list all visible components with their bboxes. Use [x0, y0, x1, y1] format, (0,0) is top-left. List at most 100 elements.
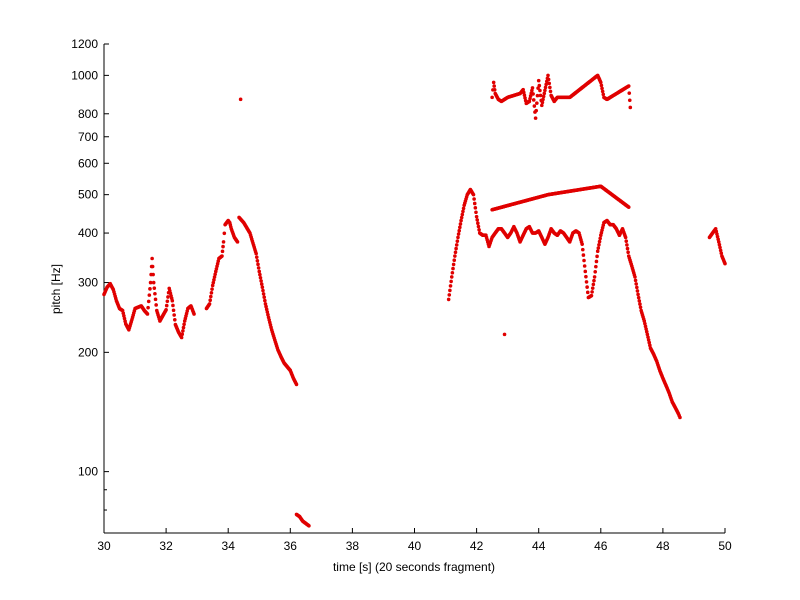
pitch-point	[530, 86, 535, 90]
pitch-point	[475, 218, 480, 222]
pitch-points	[102, 73, 727, 528]
pitch-point	[625, 246, 630, 251]
pitch-point	[446, 297, 451, 302]
pitch-point	[458, 225, 462, 230]
pitch-point	[643, 321, 647, 326]
pitch-point	[254, 251, 258, 256]
pitch-point	[459, 215, 464, 220]
pitch-point	[294, 382, 299, 387]
pitch-point	[146, 305, 150, 310]
y-tick-label: 300	[78, 276, 98, 290]
pitch-point	[540, 100, 545, 105]
pitch-point	[597, 239, 602, 244]
pitch-point	[528, 94, 533, 98]
pitch-point	[583, 269, 588, 274]
pitch-point	[164, 303, 169, 308]
pitch-point	[538, 88, 542, 93]
pitch-point	[598, 236, 602, 241]
pitch-point	[528, 96, 532, 101]
pitch-point	[584, 274, 588, 279]
pitch-point	[180, 332, 185, 336]
pitch-point	[637, 299, 642, 303]
pitch-point	[474, 210, 478, 215]
pitch-point	[633, 278, 638, 283]
pitch-point	[460, 212, 465, 217]
pitch-point	[584, 280, 589, 284]
pitch-point	[719, 251, 724, 256]
pitch-point	[213, 272, 217, 277]
pitch-point	[147, 293, 152, 297]
pitch-point	[172, 313, 176, 317]
pitch-point	[581, 253, 586, 257]
y-tick-label: 1200	[71, 37, 98, 51]
pitch-point	[547, 81, 552, 86]
pitch-point	[454, 246, 458, 251]
pitch-point	[644, 327, 648, 331]
pitch-point	[209, 291, 214, 295]
pitch-point	[148, 280, 153, 285]
pitch-point	[636, 295, 641, 300]
pitch-point	[472, 197, 476, 201]
pitch-point	[590, 290, 594, 294]
x-axis-label: time [s] (20 seconds fragment)	[333, 560, 495, 574]
pitch-point	[634, 282, 638, 286]
pitch-point	[626, 205, 631, 209]
pitch-point	[152, 286, 157, 290]
pitch-point	[145, 312, 150, 316]
pitch-point	[456, 235, 460, 240]
pitch-point	[642, 319, 647, 323]
pitch-point	[530, 88, 534, 93]
pitch-point	[718, 245, 722, 250]
pitch-point	[635, 289, 640, 293]
pitch-point	[472, 201, 477, 206]
pitch-point	[594, 259, 599, 264]
pitch-point	[459, 218, 463, 223]
pitch-point	[585, 285, 589, 289]
pitch-point	[148, 287, 152, 291]
x-axis-ticks: 30 32 34 36 38 40 42 44 46 48 50	[97, 528, 732, 553]
pitch-point	[582, 258, 586, 263]
pitch-point	[164, 308, 168, 312]
pitch-point	[590, 286, 595, 290]
pitch-point	[624, 239, 629, 243]
pitch-point	[492, 84, 496, 88]
pitch-point	[179, 335, 184, 340]
pitch-point	[266, 312, 270, 317]
x-tick-label: 44	[532, 539, 546, 553]
pitch-point	[452, 258, 457, 263]
pitch-point	[599, 83, 604, 88]
pitch-point	[534, 108, 539, 113]
pitch-point	[151, 280, 156, 285]
pitch-point	[646, 335, 650, 339]
pitch-point	[257, 269, 262, 274]
pitch-point	[589, 293, 594, 298]
pitch-point	[263, 302, 268, 306]
pitch-point	[256, 266, 261, 270]
pitch-point	[221, 240, 226, 244]
y-tick-label: 800	[78, 107, 98, 121]
pitch-point	[540, 103, 544, 108]
pitch-point	[453, 254, 457, 258]
y-tick-label: 700	[78, 130, 98, 144]
pitch-point	[601, 92, 606, 97]
pitch-point	[210, 283, 215, 288]
pitch-point	[461, 209, 465, 214]
pitch-point	[723, 261, 727, 266]
y-tick-label: 200	[78, 345, 98, 359]
pitch-point	[638, 305, 643, 310]
pitch-point	[258, 272, 262, 277]
pitch-point	[471, 192, 476, 197]
pitch-point	[172, 318, 177, 322]
pitch-point	[153, 297, 158, 302]
pitch-point	[454, 243, 459, 247]
pitch-point	[522, 93, 527, 97]
pitch-point	[541, 97, 545, 102]
pitch-point	[531, 92, 535, 96]
x-tick-label: 50	[718, 539, 732, 553]
pitch-point	[150, 264, 155, 269]
pitch-point	[580, 242, 584, 246]
pitch-point	[449, 275, 454, 279]
pitch-point	[626, 250, 630, 255]
pitch-point	[648, 343, 652, 348]
pitch-point	[447, 293, 452, 297]
